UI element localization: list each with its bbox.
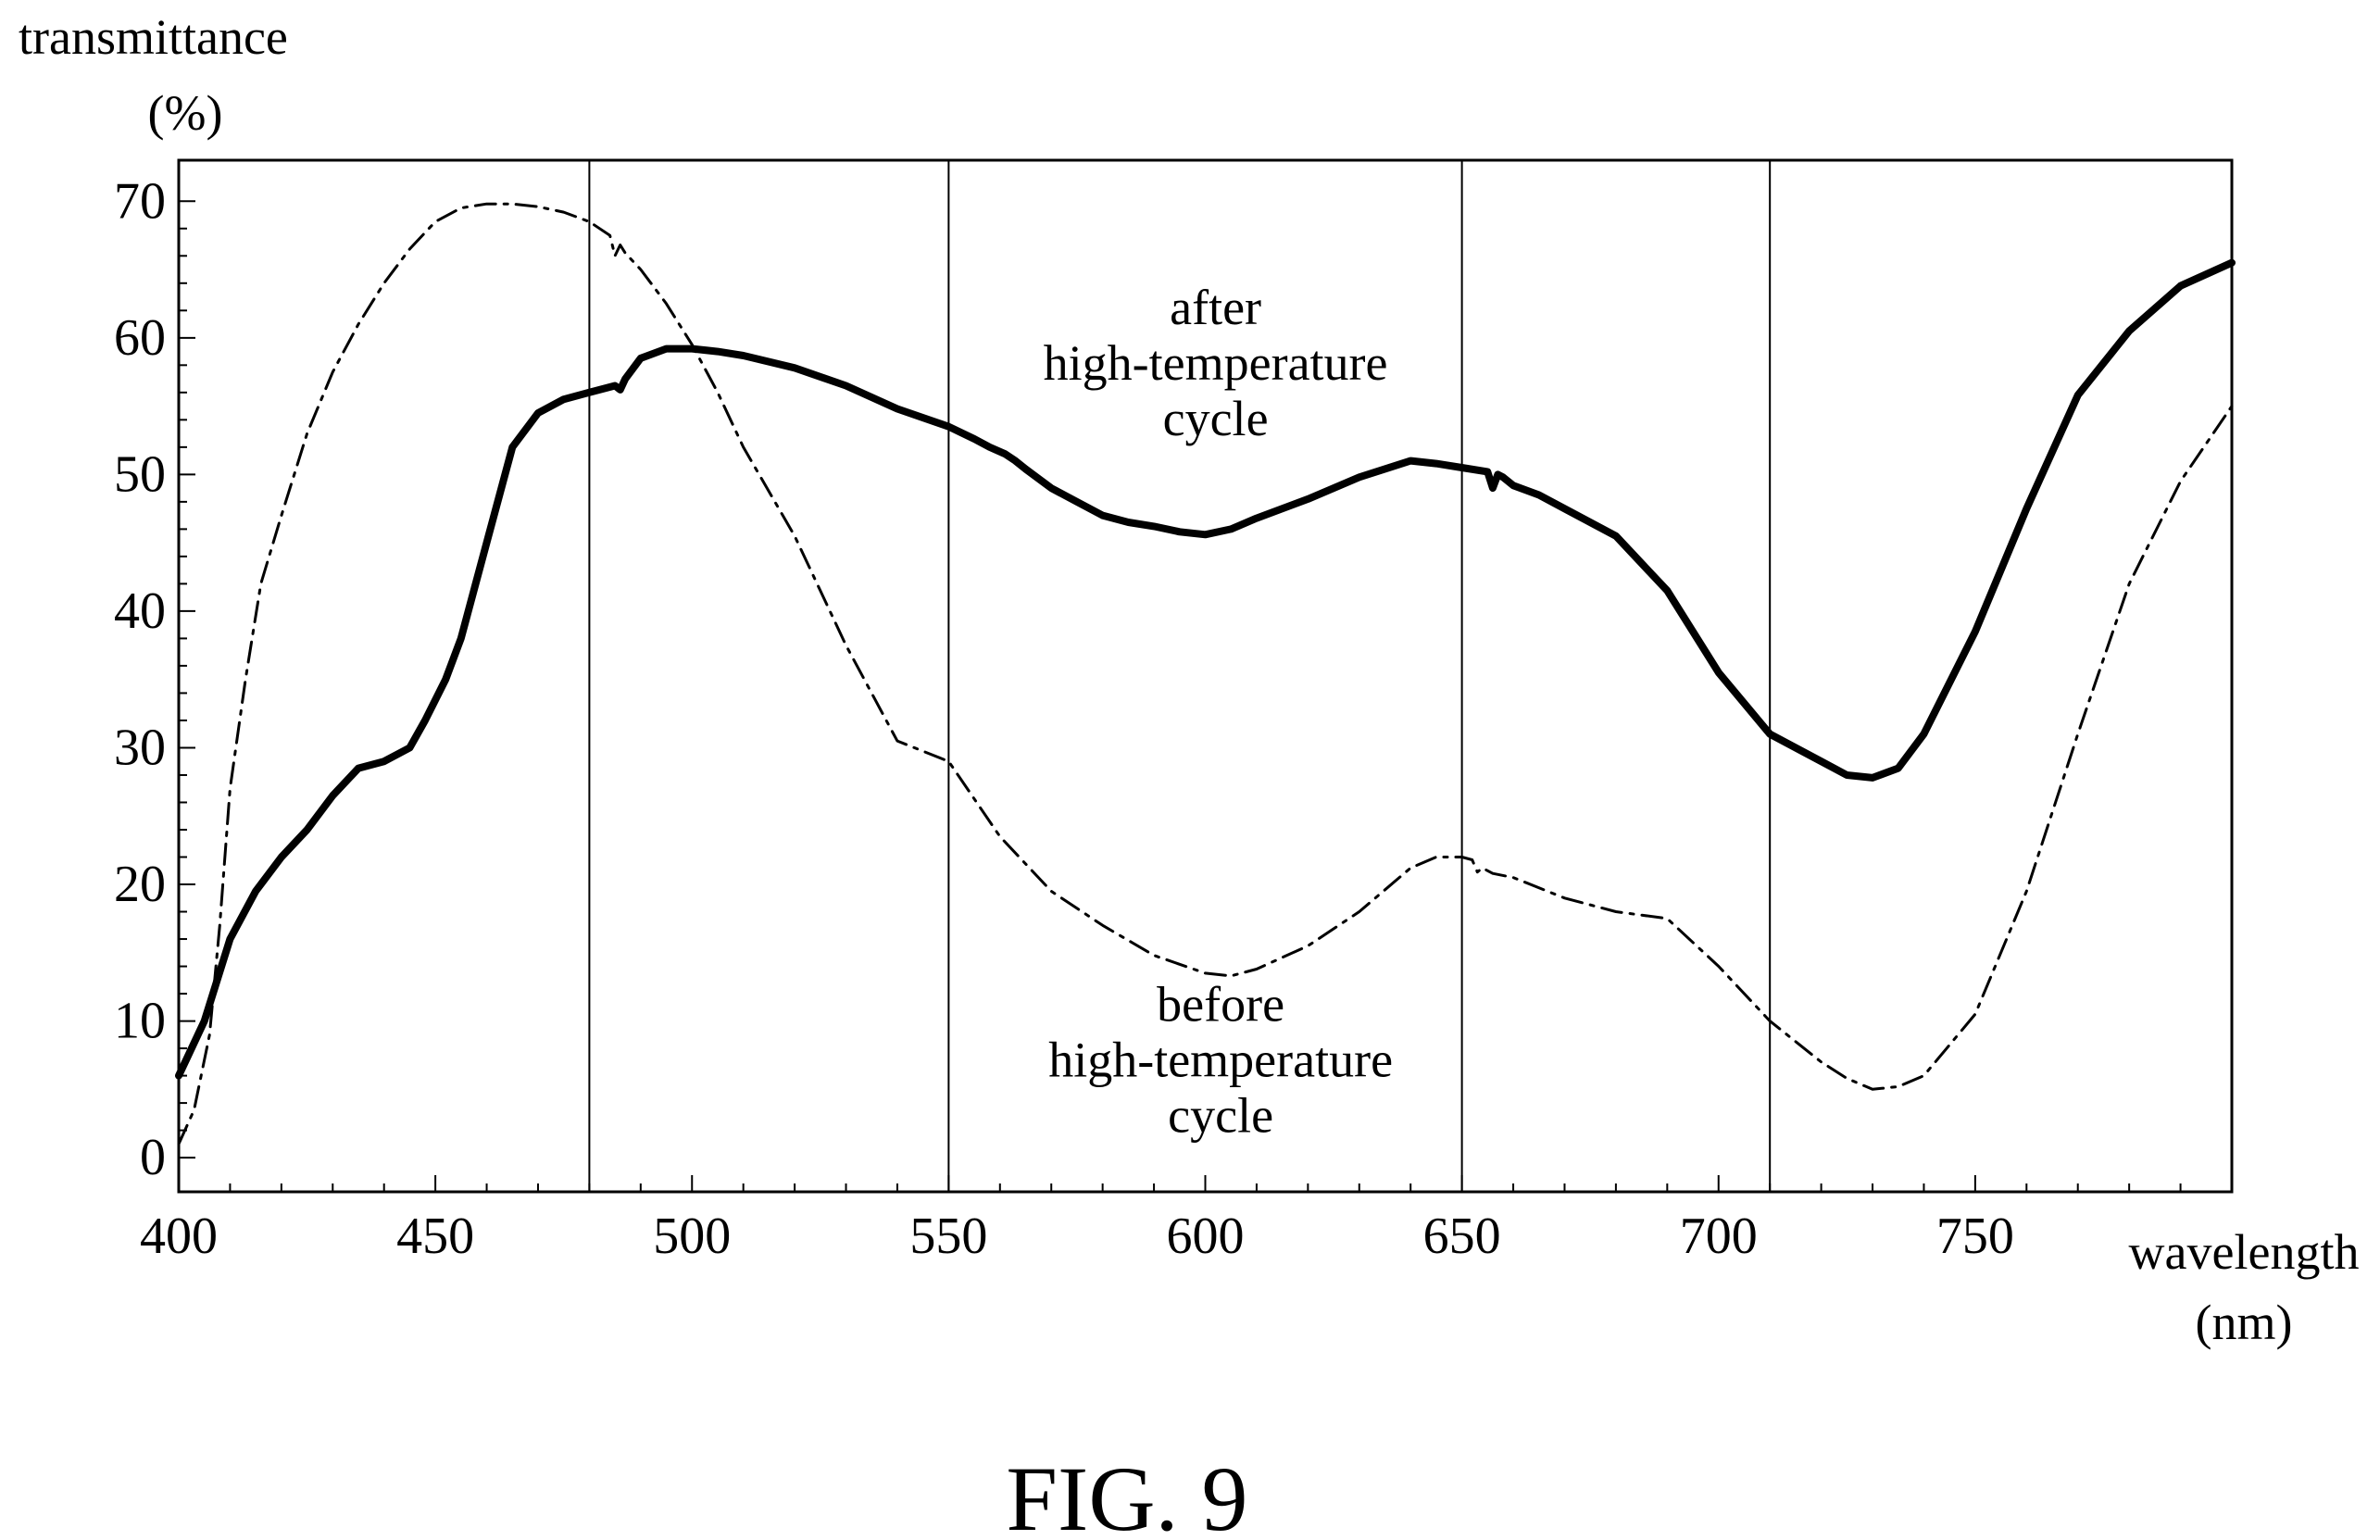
series-line-before-cycle	[177, 202, 2234, 1146]
annotation-after-cycle: after high-temperature cycle	[1044, 280, 1388, 446]
annotation-line: after	[1170, 280, 1261, 335]
annotation-line: before	[1157, 977, 1284, 1033]
annotation-line: high-temperature	[1044, 335, 1388, 391]
y-axis-label-line2: (%)	[148, 85, 223, 141]
y-tick-label: 30	[114, 719, 166, 776]
figure-label: FIG. 9	[1006, 1447, 1247, 1540]
x-tick-label: 450	[396, 1208, 474, 1265]
y-tick-label: 40	[114, 582, 166, 640]
x-axis-label-line1: wavelength	[2129, 1224, 2360, 1280]
y-tick-label: 70	[114, 172, 166, 230]
x-tick-label: 750	[1936, 1208, 2014, 1265]
x-tick-label: 700	[1680, 1208, 1758, 1265]
axis-layer: 0 10 20 30 40 50 60 70 400 450 500 550 600 650 700 750	[114, 158, 2234, 1265]
x-tick-label: 550	[909, 1208, 987, 1265]
y-tick-label: 20	[114, 856, 166, 913]
y-tick-label: 0	[140, 1129, 166, 1186]
label-layer: transmittance (%) wavelength (nm) FIG. 9	[19, 9, 2359, 1540]
x-tick-label: 600	[1167, 1208, 1245, 1265]
annotation-before-cycle: before high-temperature cycle	[1048, 977, 1393, 1144]
x-tick-label: 400	[140, 1208, 218, 1265]
x-axis-label-line2: (nm)	[2196, 1295, 2293, 1350]
y-tick-label: 50	[114, 445, 166, 503]
annotation-line: high-temperature	[1048, 1033, 1393, 1088]
annotation-line: cycle	[1163, 391, 1269, 446]
annotation-line: cycle	[1168, 1088, 1273, 1144]
x-tick-label: 500	[653, 1208, 731, 1265]
series-line-after-cycle	[175, 258, 2236, 1080]
y-tick-label: 10	[114, 993, 166, 1050]
x-tick-label: 650	[1423, 1208, 1501, 1265]
y-axis-label-line1: transmittance	[19, 9, 288, 65]
y-tick-label: 60	[114, 309, 166, 367]
